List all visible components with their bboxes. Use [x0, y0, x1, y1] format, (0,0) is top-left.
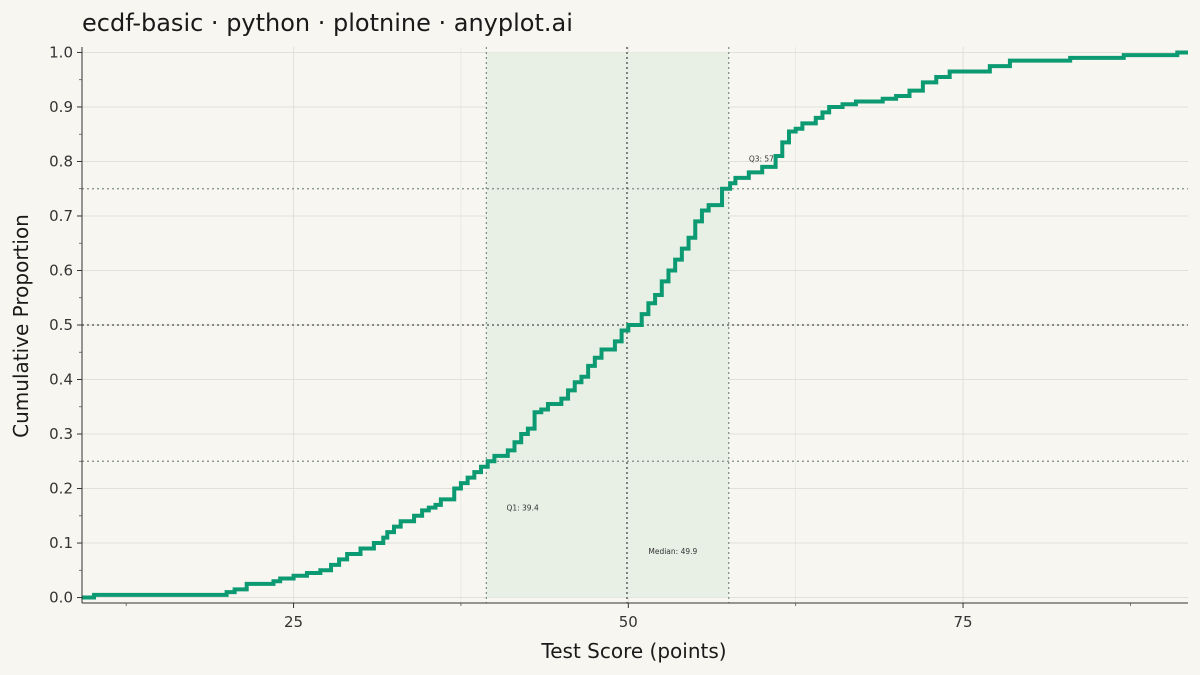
y-tick-label: 0.8: [49, 152, 73, 170]
plot-area: Q1: 39.4 Median: 49.9 Q3: 57 25 50 75 0.0 0.1 0.…: [49, 43, 1188, 631]
y-tick-label: 0.0: [49, 589, 73, 607]
y-tick-label: 0.7: [49, 207, 73, 225]
quantile-annotation: Q3: 57: [749, 154, 774, 163]
y-tick-label: 1.0: [49, 43, 73, 61]
quantile-annotation: Q1: 39.4: [506, 503, 539, 512]
quantile-annotation: Median: 49.9: [648, 547, 697, 556]
y-tick-label: 0.5: [49, 316, 73, 334]
x-tick-label: 50: [619, 613, 638, 631]
y-tick-label: 0.6: [49, 261, 73, 279]
y-tick-label: 0.3: [49, 425, 73, 443]
y-tick-label: 0.1: [49, 534, 73, 552]
y-axis-label: Cumulative Proportion: [9, 214, 33, 438]
y-tick-label: 0.2: [49, 480, 73, 498]
y-tick-label: 0.4: [49, 371, 73, 389]
x-tick-label: 75: [954, 613, 973, 631]
x-axis-label: Test Score (points): [540, 639, 726, 663]
chart-title: ecdf-basic · python · plotnine · anyplot…: [82, 9, 573, 37]
x-tick-label: 25: [284, 613, 303, 631]
ecdf-step-line: [82, 50, 1188, 600]
y-tick-label: 0.9: [49, 98, 73, 116]
